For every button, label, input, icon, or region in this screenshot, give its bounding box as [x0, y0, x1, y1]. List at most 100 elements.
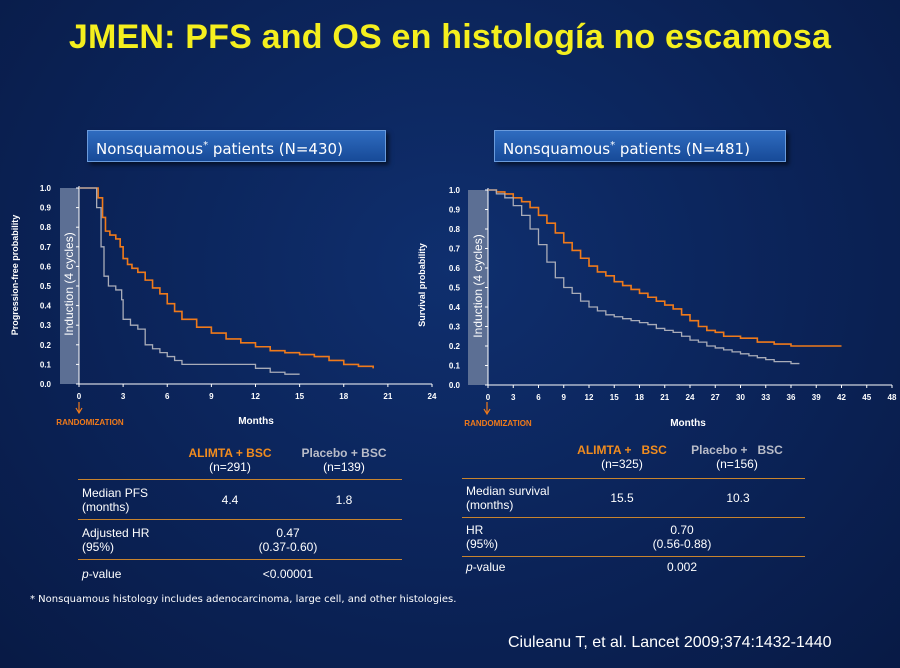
- pfs-x-tick-label: 9: [209, 392, 214, 401]
- os-x-tick-label: 12: [585, 393, 594, 402]
- pfs-randomization-label: RANDOMIZATION: [56, 418, 124, 427]
- pfs-x-tick-label: 6: [165, 392, 170, 401]
- citation: Ciuleanu T, et al. Lancet 2009;374:1432-…: [508, 634, 832, 651]
- pfs-y-tick-label: 0.1: [40, 360, 52, 369]
- table-rule: [462, 517, 805, 518]
- os-row-median-label: Median survival (months): [466, 484, 550, 512]
- pfs-x-tick-label: 0: [77, 392, 82, 401]
- os-col-alimta: ALIMTA + BSC (n=325): [552, 443, 692, 471]
- os-placebo-curve: [488, 189, 800, 365]
- os-induction-band: [468, 190, 488, 385]
- os-col-placebo-n: (n=156): [716, 457, 758, 471]
- os-x-tick-label: 33: [761, 393, 770, 402]
- os-y-tick-label: 0.5: [449, 284, 461, 293]
- pfs-y-tick-label: 0.9: [40, 204, 52, 213]
- os-y-axis-label: Survival probability: [417, 243, 427, 327]
- pfs-row-hr-label: Adjusted HR (95%): [82, 526, 150, 554]
- os-x-tick-label: 6: [536, 393, 541, 402]
- os-y-tick-label: 0.1: [449, 362, 461, 371]
- os-box-label: Nonsquamous: [503, 140, 611, 158]
- os-col-placebo-name: Placebo + BSC: [691, 443, 783, 457]
- pfs-pvalue: <0.00001: [262, 567, 314, 581]
- table-rule: [78, 559, 402, 560]
- os-x-tick-label: 24: [686, 393, 695, 402]
- pfs-chart: Induction (4 cycles) 0.0 0.1 0.2 0.3 0.4 0.5 0…: [10, 184, 437, 427]
- pfs-placebo-curve: [79, 187, 300, 375]
- pfs-randomization-arrow: [75, 402, 83, 415]
- os-row-pvalue-label: p-value: [466, 560, 506, 574]
- pfs-induction-band: [60, 188, 79, 384]
- pfs-y-tick-label: 0.2: [40, 341, 52, 350]
- pfs-y-tick-label: 0.8: [40, 223, 52, 232]
- pfs-median-placebo: 1.8: [335, 493, 353, 507]
- pfs-alimta-curve: [79, 187, 374, 369]
- pfs-x-tick-label: 24: [428, 392, 437, 401]
- os-chart: Induction (4 cycles) 0.0 0.1 0.2 0.3 0.4 0.5 0…: [417, 186, 897, 429]
- pfs-y-tick-label: 0.7: [40, 243, 52, 252]
- os-x-tick-label: 27: [711, 393, 720, 402]
- os-patients-box: Nonsquamous* patients (N=481): [494, 130, 786, 162]
- table-rule: [78, 479, 402, 480]
- os-y-tick-label: 0.6: [449, 264, 461, 273]
- os-col-alimta-n: (n=325): [601, 457, 643, 471]
- pfs-y-tick-label: 0.0: [40, 380, 52, 389]
- pfs-y-tick-label: 0.3: [40, 321, 52, 330]
- os-randomization-arrow: [483, 402, 491, 416]
- pfs-x-tick-label: 18: [339, 392, 348, 401]
- os-y-tick-label: 0.7: [449, 245, 461, 254]
- os-table: ALIMTA + BSC (n=325) Placebo + BSC (n=15…: [462, 443, 805, 583]
- pfs-row-median-label: Median PFS (months): [82, 486, 149, 514]
- os-x-tick-label: 39: [812, 393, 821, 402]
- pfs-x-axis-label: Months: [238, 416, 274, 427]
- os-median-placebo: 10.3: [726, 491, 750, 505]
- pfs-row-pvalue-label: p-value: [82, 567, 122, 581]
- pfs-y-tick-label: 1.0: [40, 184, 52, 193]
- os-y-tick-label: 0.4: [449, 303, 461, 312]
- os-median-alimta: 15.5: [610, 491, 634, 505]
- pfs-y-axis-label: Progression-free probability: [10, 215, 20, 336]
- pfs-y-tick-label: 0.4: [40, 302, 52, 311]
- pfs-box-label: Nonsquamous: [96, 140, 204, 158]
- os-x-tick-label: 42: [837, 393, 846, 402]
- os-x-tick-label: 48: [888, 393, 897, 402]
- os-x-tick-label: 30: [736, 393, 745, 402]
- os-x-tick-label: 9: [562, 393, 567, 402]
- os-pvalue: 0.002: [666, 560, 698, 574]
- pfs-col-placebo: Placebo + BSC (n=139): [286, 446, 402, 474]
- pfs-x-tick-label: 12: [251, 392, 260, 401]
- pfs-y-tick-label: 0.5: [40, 282, 52, 291]
- pfs-col-alimta-name: ALIMTA + BSC: [188, 446, 272, 460]
- slide-title: JMEN: PFS and OS en histología no escamo…: [68, 18, 832, 56]
- os-y-tick-label: 0.3: [449, 323, 461, 332]
- os-hr-value: 0.70 (0.56-0.88): [652, 523, 712, 551]
- pfs-patients-box: Nonsquamous* patients (N=430): [87, 130, 386, 162]
- os-y-tick-label: 1.0: [449, 186, 461, 195]
- os-x-tick-label: 3: [511, 393, 516, 402]
- os-alimta-curve: [488, 189, 842, 347]
- os-y-tick-label: 0.9: [449, 206, 461, 215]
- os-col-placebo: Placebo + BSC (n=156): [672, 443, 802, 471]
- os-x-tick-label: 45: [862, 393, 871, 402]
- os-y-tick-label: 0.8: [449, 225, 461, 234]
- pfs-x-tick-label: 3: [121, 392, 126, 401]
- pfs-col-placebo-name: Placebo + BSC: [301, 446, 387, 460]
- pfs-x-tick-label: 15: [295, 392, 304, 401]
- os-x-tick-label: 15: [610, 393, 619, 402]
- footnote: * Nonsquamous histology includes adenoca…: [30, 594, 457, 605]
- pfs-table: ALIMTA + BSC (n=291) Placebo + BSC (n=13…: [78, 446, 402, 586]
- pfs-x-tick-label: 21: [383, 392, 392, 401]
- os-x-tick-label: 21: [660, 393, 669, 402]
- pfs-y-tick-label: 0.6: [40, 262, 52, 271]
- os-col-alimta-name: ALIMTA + BSC: [577, 443, 667, 457]
- pfs-col-alimta-n: (n=291): [209, 460, 251, 474]
- table-rule: [462, 556, 805, 557]
- os-row-hr-label: HR (95%): [466, 523, 499, 551]
- pfs-median-alimta: 4.4: [221, 493, 239, 507]
- os-x-axis-label: Months: [670, 418, 706, 429]
- pfs-box-rest: patients (N=430): [208, 140, 343, 158]
- os-box-star: *: [610, 140, 616, 151]
- os-induction-label: Induction (4 cycles): [471, 234, 485, 337]
- table-rule: [78, 519, 402, 520]
- pfs-col-placebo-n: (n=139): [323, 460, 365, 474]
- os-x-tick-label: 18: [635, 393, 644, 402]
